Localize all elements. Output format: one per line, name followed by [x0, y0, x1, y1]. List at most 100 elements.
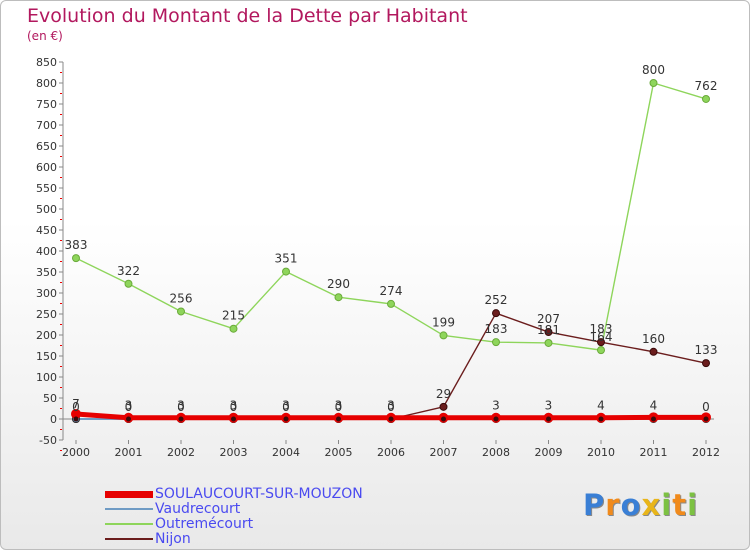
y-tick-label: -50	[39, 434, 57, 447]
y-tick-label: 750	[36, 98, 57, 111]
zero-marker	[283, 416, 289, 422]
y-tick-label: 450	[36, 224, 57, 237]
data-point-2	[597, 346, 605, 355]
legend-label-2: Outremécourt	[155, 516, 254, 532]
data-label: 3	[335, 399, 343, 413]
y-tick-label: 500	[36, 203, 57, 216]
data-label: 3	[545, 399, 553, 413]
x-tick-label: 2009	[535, 446, 563, 459]
data-point-3	[597, 338, 605, 347]
y-tick-label: 0	[50, 413, 57, 426]
zero-marker	[598, 416, 604, 422]
zero-marker	[651, 416, 656, 422]
data-label: 3	[492, 399, 500, 413]
legend-swatch-2	[105, 523, 153, 525]
zero-marker	[178, 416, 184, 422]
data-label: 164	[590, 330, 613, 344]
y-tick-label: 100	[36, 371, 57, 384]
legend-label-0: SOULAUCOURT-SUR-MOUZON	[155, 486, 363, 502]
data-label: 4	[597, 398, 605, 412]
chart-subtitle: (en €)	[27, 29, 63, 43]
y-tick-label: 600	[36, 161, 57, 174]
data-label: 322	[117, 264, 140, 278]
legend-swatch-1	[105, 508, 153, 510]
y-tick-label: 150	[36, 350, 57, 363]
legend-swatch-0	[105, 491, 153, 498]
legend-label-1: Vaudrecourt	[155, 501, 241, 517]
x-tick-label: 2012	[692, 446, 720, 459]
zero-marker	[493, 416, 499, 422]
data-label: 0	[177, 400, 185, 414]
zero-marker	[231, 416, 236, 422]
data-point-2	[649, 79, 658, 87]
legend-swatch-3	[105, 538, 153, 540]
y-tick-label: 50	[43, 392, 57, 405]
data-label: 351	[275, 252, 298, 266]
zero-marker	[336, 416, 341, 422]
data-label: 290	[327, 277, 350, 291]
y-tick-label: 300	[36, 287, 57, 300]
data-label: 0	[230, 400, 238, 414]
zero-marker	[73, 416, 79, 422]
logo-letter: i	[687, 488, 699, 522]
data-point-2	[72, 254, 80, 263]
x-tick-label: 2007	[430, 446, 458, 459]
x-tick-label: 2006	[377, 446, 405, 459]
data-label: 762	[695, 79, 718, 93]
y-tick-label: 650	[36, 140, 57, 153]
data-point-2	[492, 338, 500, 347]
data-point-2	[124, 279, 133, 288]
data-label: 3	[230, 399, 238, 413]
data-point-3	[649, 347, 658, 356]
data-label: 800	[642, 63, 665, 77]
y-tick-label: 200	[36, 329, 57, 342]
x-tick-label: 2011	[640, 446, 668, 459]
data-point-2	[177, 307, 185, 316]
data-label: 133	[695, 343, 718, 357]
data-point-2	[439, 331, 448, 340]
data-label: 383	[65, 238, 88, 252]
data-label: 207	[537, 312, 560, 326]
data-label: 183	[590, 322, 613, 336]
zero-marker	[126, 416, 131, 422]
zero-marker	[703, 416, 709, 422]
proxiti-logo: Proxiti	[583, 488, 698, 522]
x-tick-label: 2010	[587, 446, 615, 459]
y-tick-label: 800	[36, 77, 57, 90]
logo-letter: i	[661, 488, 673, 522]
data-label: 0	[387, 400, 395, 414]
logo-letter: t	[672, 488, 688, 522]
data-label: 215	[222, 309, 245, 323]
data-label: 7	[72, 397, 80, 411]
data-label: 3	[177, 399, 185, 413]
data-label: 199	[432, 315, 455, 329]
data-point-2	[334, 293, 343, 302]
y-tick-label: 350	[36, 266, 57, 279]
data-point-2	[387, 299, 395, 308]
data-label: 160	[642, 332, 665, 346]
data-label: 0	[702, 400, 710, 414]
x-tick-label: 2000	[62, 446, 90, 459]
x-tick-label: 2002	[167, 446, 195, 459]
data-label: 183	[485, 322, 508, 336]
y-tick-label: 550	[36, 182, 57, 195]
data-point-3	[702, 359, 710, 368]
chart-title: Evolution du Montant de la Dette par Hab…	[27, 5, 468, 27]
series-line-2	[75, 82, 707, 351]
data-point-2	[544, 338, 553, 347]
data-label: 252	[485, 293, 508, 307]
x-tick-label: 2008	[482, 446, 510, 459]
x-tick-label: 2004	[272, 446, 300, 459]
data-label: 3	[125, 399, 133, 413]
y-tick-label: 700	[36, 119, 57, 132]
logo-letter: o	[620, 488, 642, 522]
data-label: 3	[282, 399, 290, 413]
legend-label-3: Nijon	[155, 531, 191, 547]
x-tick-label: 2001	[115, 446, 143, 459]
data-label: 29	[436, 387, 451, 401]
data-label: 0	[125, 400, 133, 414]
data-label: 181	[537, 323, 560, 337]
data-label: 0	[335, 400, 343, 414]
